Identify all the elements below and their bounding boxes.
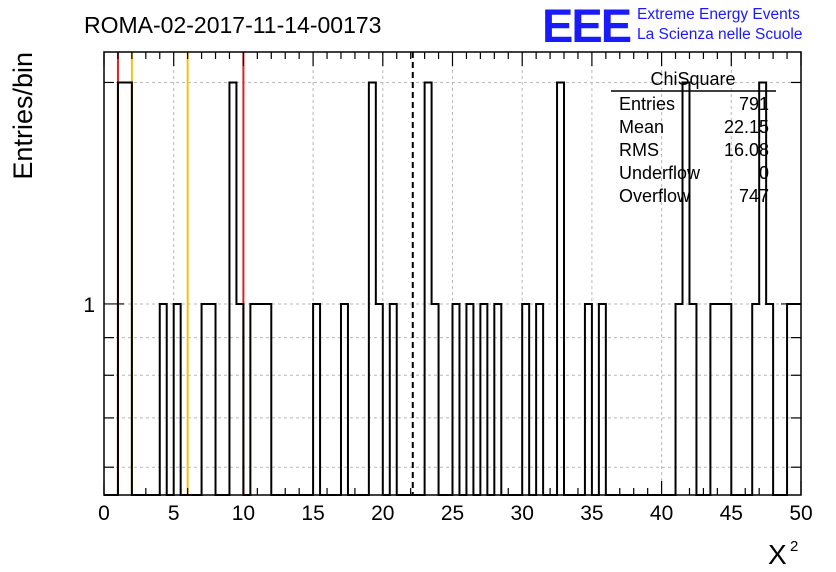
x-tick-label: 40 [650,502,673,525]
logo-line-2: La Scienza nelle Scuole [637,26,802,43]
y-tick-label: 1 [83,294,95,317]
stats-title: ChiSquare [650,69,735,89]
stats-label: Underflow [619,163,701,183]
stats-box: ChiSquare Entries 791 Mean 22.15 RMS 16.08 Und… [611,69,776,206]
y-axis-label: Entries/bin [8,52,38,180]
x-tick-label: 35 [580,502,603,525]
stats-label: RMS [619,140,659,160]
stats-label: Overflow [619,186,691,206]
x-tick-label: 25 [441,502,464,525]
x-tick-label: 30 [511,502,534,525]
x-tick-labels: 0 5 10 15 20 25 30 35 40 45 50 [98,502,813,525]
stats-value: 747 [739,186,769,206]
x-tick-label: 50 [789,502,812,525]
eee-logo: EEE Extreme Energy Events La Scienza nel… [542,0,802,52]
stats-value: 22.15 [724,117,769,137]
x-axis-label-base: X [768,539,787,570]
x-tick-label: 15 [301,502,324,525]
x-axis-label: X 2 [768,538,798,570]
x-tick-label: 5 [168,502,180,525]
logo-mark: EEE [542,0,631,52]
x-tick-label: 20 [371,502,394,525]
stats-label: Entries [619,94,675,114]
chart-title: ROMA-02-2017-11-14-00173 [84,12,381,38]
stats-value: 16.08 [724,140,769,160]
stats-value: 791 [739,94,769,114]
plot-frame [103,51,802,496]
logo-line-1: Extreme Energy Events [637,6,800,23]
x-tick-label: 0 [98,502,110,525]
x-axis-label-superscript: 2 [790,538,798,555]
y-tick-labels: 1 [83,294,95,317]
x-tick-label: 10 [232,502,255,525]
stats-label: Mean [619,117,664,137]
stats-value: 0 [759,163,769,183]
x-tick-label: 45 [720,502,743,525]
